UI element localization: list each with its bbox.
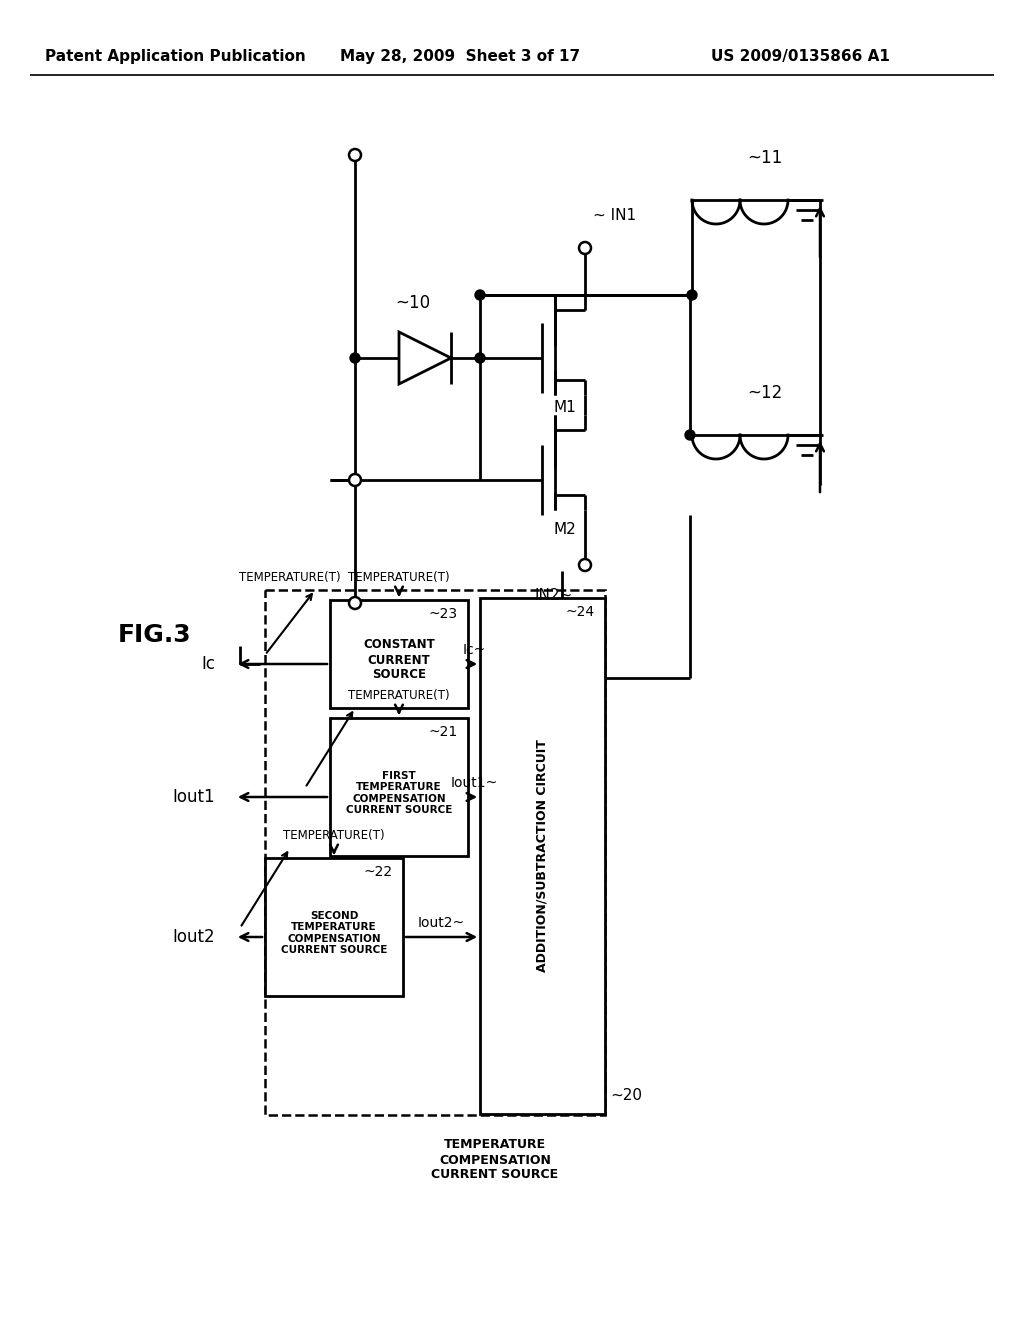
Bar: [265, 590, 605, 1115]
Text: ~21: ~21: [429, 725, 458, 739]
Text: Patent Application Publication: Patent Application Publication: [45, 49, 305, 65]
Text: ~ IN1: ~ IN1: [593, 209, 636, 223]
Bar: [265, 858, 403, 997]
Text: Iout1~: Iout1~: [451, 776, 498, 789]
Text: Iout2~: Iout2~: [418, 916, 465, 931]
Text: ~24: ~24: [566, 605, 595, 619]
Text: IN2~: IN2~: [535, 587, 573, 602]
Text: US 2009/0135866 A1: US 2009/0135866 A1: [711, 49, 890, 65]
Circle shape: [349, 474, 361, 486]
Text: Iout2: Iout2: [172, 928, 215, 946]
Circle shape: [685, 430, 695, 440]
Circle shape: [350, 352, 360, 363]
Text: Ic: Ic: [201, 655, 215, 673]
Bar: [480, 598, 605, 1114]
Bar: [330, 718, 468, 855]
Circle shape: [349, 149, 361, 161]
Text: ~11: ~11: [748, 149, 782, 168]
Bar: [330, 601, 468, 708]
Text: Ic~: Ic~: [463, 643, 485, 657]
Text: ~20: ~20: [610, 1088, 642, 1102]
Text: TEMPERATURE(T): TEMPERATURE(T): [284, 829, 385, 842]
Text: ADDITION/SUBTRACTION CIRCUIT: ADDITION/SUBTRACTION CIRCUIT: [536, 739, 549, 973]
Text: TEMPERATURE(T): TEMPERATURE(T): [240, 572, 341, 585]
Text: ~23: ~23: [429, 607, 458, 620]
Text: M1: M1: [554, 400, 577, 416]
Text: TEMPERATURE(T): TEMPERATURE(T): [348, 572, 450, 585]
Text: SECOND
TEMPERATURE
COMPENSATION
CURRENT SOURCE: SECOND TEMPERATURE COMPENSATION CURRENT …: [281, 911, 387, 956]
Circle shape: [579, 558, 591, 572]
Circle shape: [579, 242, 591, 253]
Circle shape: [349, 597, 361, 609]
Text: ~12: ~12: [748, 384, 782, 403]
Text: FIRST
TEMPERATURE
COMPENSATION
CURRENT SOURCE: FIRST TEMPERATURE COMPENSATION CURRENT S…: [346, 771, 453, 816]
Polygon shape: [399, 333, 451, 384]
Text: TEMPERATURE(T): TEMPERATURE(T): [348, 689, 450, 702]
Circle shape: [687, 290, 697, 300]
Text: FIG.3: FIG.3: [118, 623, 191, 647]
Text: ~22: ~22: [364, 865, 393, 879]
Text: Iout1: Iout1: [172, 788, 215, 807]
Circle shape: [475, 290, 485, 300]
Circle shape: [475, 352, 485, 363]
Text: ~10: ~10: [395, 294, 430, 312]
Text: M2: M2: [554, 523, 577, 537]
Text: May 28, 2009  Sheet 3 of 17: May 28, 2009 Sheet 3 of 17: [340, 49, 580, 65]
Text: CONSTANT
CURRENT
SOURCE: CONSTANT CURRENT SOURCE: [364, 639, 435, 681]
Text: TEMPERATURE
COMPENSATION
CURRENT SOURCE: TEMPERATURE COMPENSATION CURRENT SOURCE: [431, 1138, 558, 1181]
